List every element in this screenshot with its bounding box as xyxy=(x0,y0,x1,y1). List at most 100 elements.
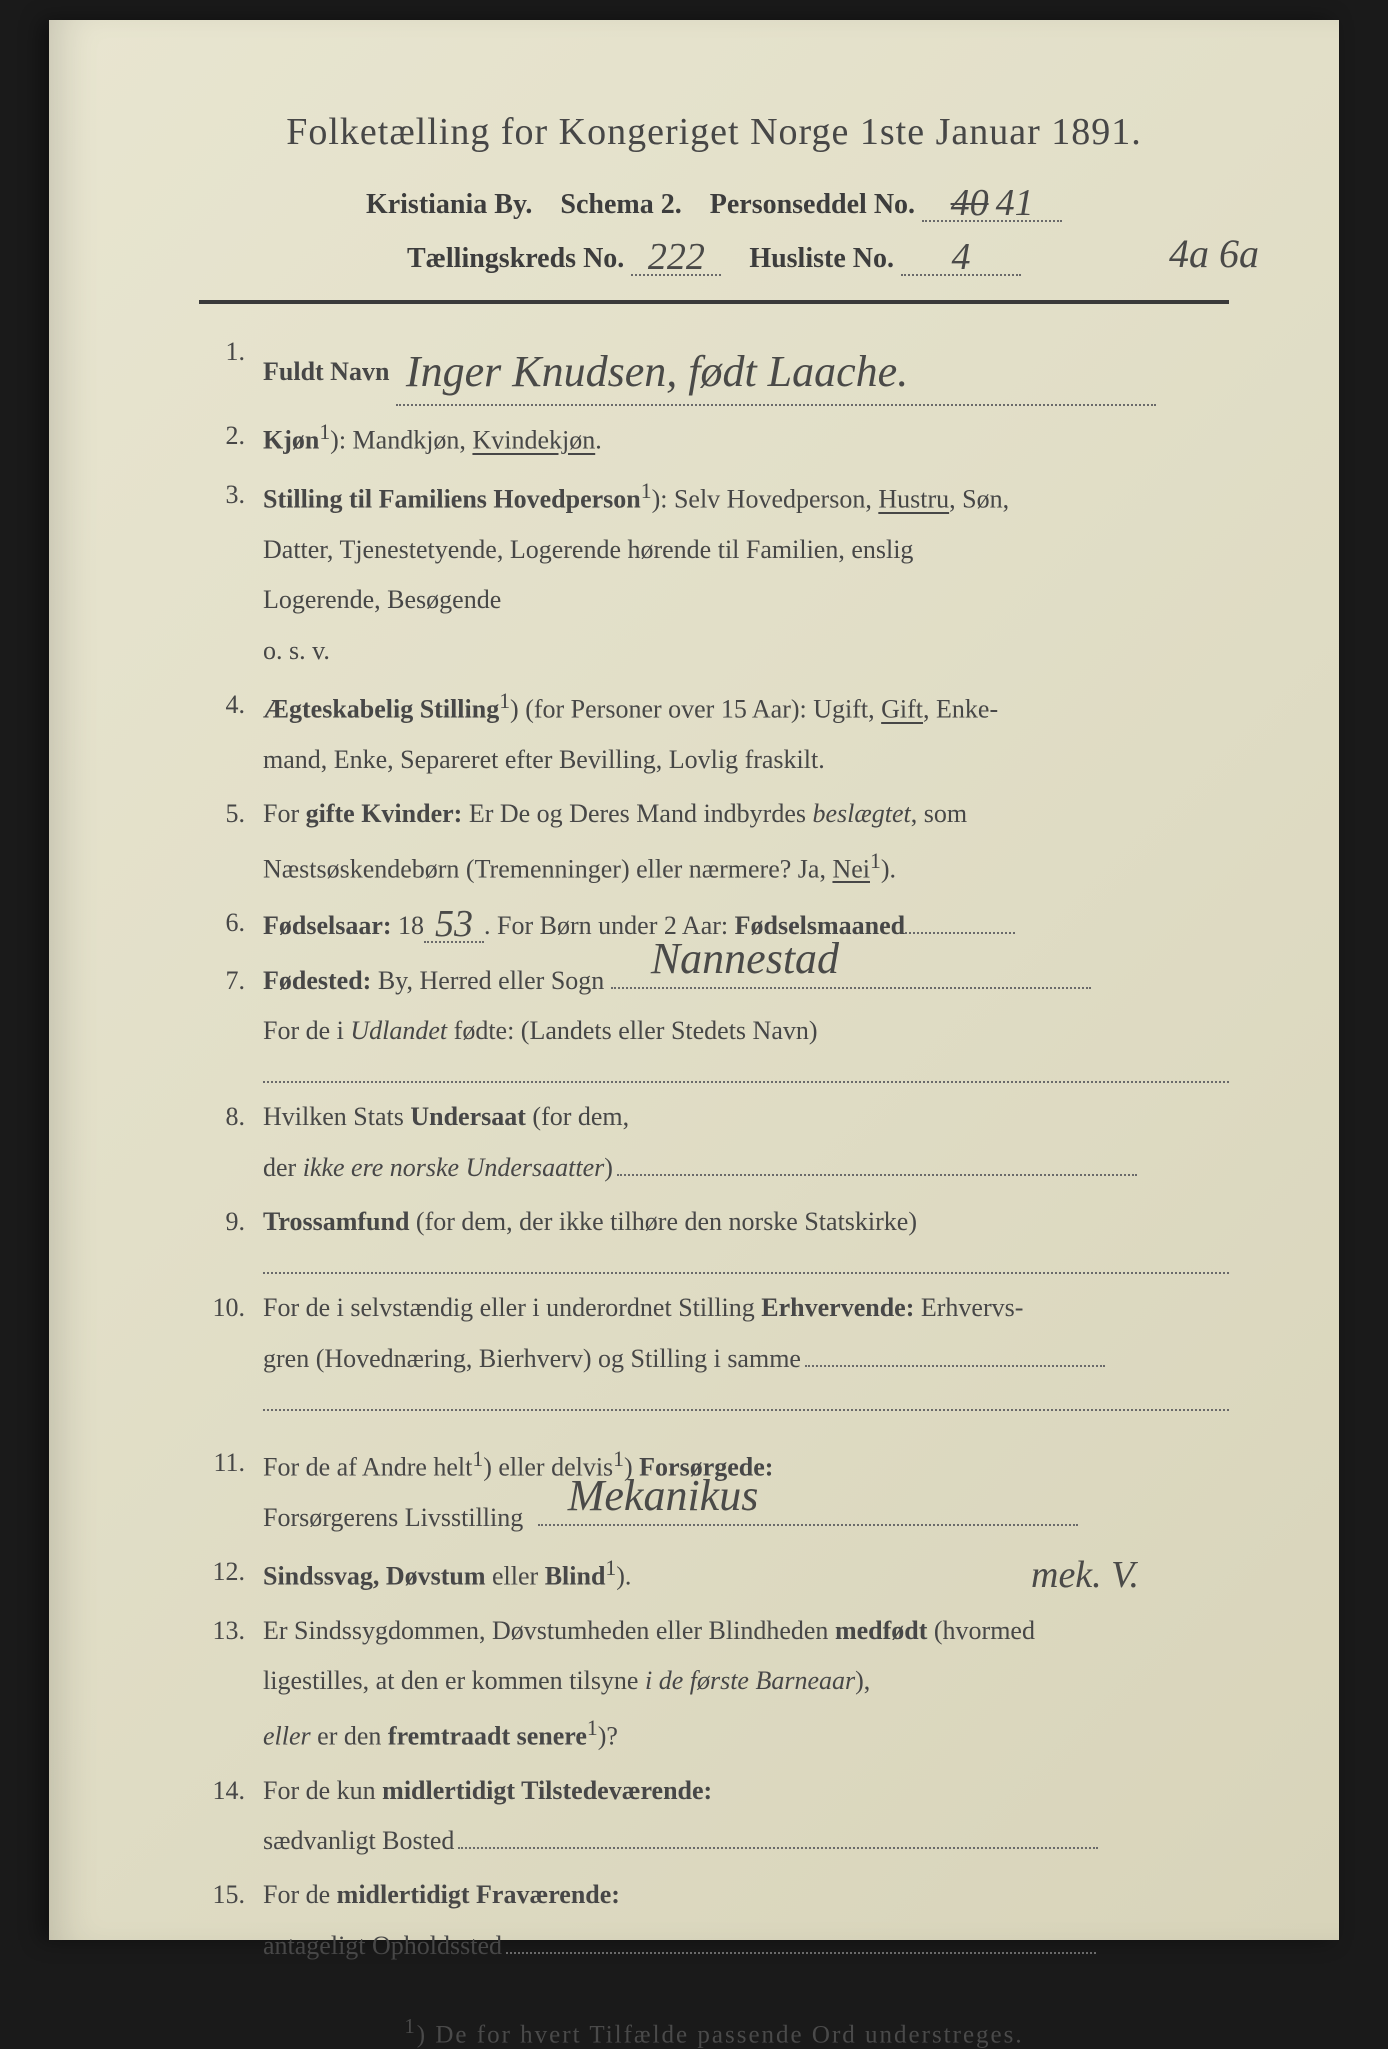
item-3-cont1: Datter, Tjenestetyende, Logerende hørend… xyxy=(199,530,1229,570)
item-8-text-b: (for dem, xyxy=(526,1102,629,1131)
item-10-label: Erhvervende: xyxy=(761,1293,914,1322)
item-15-cont1-text: antageligt Opholdssted xyxy=(263,1931,502,1960)
item-7-cont1-b: fødte: (Landets eller Stedets Navn) xyxy=(447,1016,817,1045)
item-13-cont1-b: ), xyxy=(855,1666,870,1695)
item-12-text-a: eller xyxy=(486,1562,545,1591)
item-6-text-a: 18 xyxy=(392,911,425,940)
item-12-hand: mek. V. xyxy=(1031,1546,1139,1605)
city-label: Kristiania By. xyxy=(366,189,532,220)
item-5: 5. For gifte Kvinder: Er De og Deres Man… xyxy=(199,794,1229,834)
item-8-cont1-a: der xyxy=(263,1153,303,1182)
subtitle-line-3: Tællingskreds No. 222 Husliste No. 4 4a … xyxy=(199,236,1229,276)
item-5-cont1: Næstsøskendebørn (Tremenninger) eller næ… xyxy=(199,845,1229,890)
item-7-label: Fødested: xyxy=(263,966,371,995)
item-14-cont1-text: sædvanligt Bosted xyxy=(263,1826,454,1855)
item-1: 1. Fuldt Navn Inger Knudsen, født Laache… xyxy=(199,332,1229,402)
item-2-kvindekjon: Kvindekjøn xyxy=(472,426,595,455)
item-13-cont1-em: i de første Barneaar xyxy=(645,1666,855,1695)
item-7-em: Udlandet xyxy=(350,1016,447,1045)
item-12-num: 12. xyxy=(199,1552,263,1597)
item-9: 9. Trossamfund (for dem, der ikke tilhør… xyxy=(199,1202,1229,1242)
item-13-cont2-sup: 1 xyxy=(587,1716,598,1740)
husliste-no-value: 4 xyxy=(952,236,971,278)
husliste-no-field: 4 xyxy=(901,236,1021,276)
item-5-cont1-b: ). xyxy=(881,854,896,883)
item-13-cont1: ligestilles, at den er kommen tilsyne i … xyxy=(199,1661,1229,1701)
item-10: 10. For de i selvstændig eller i underor… xyxy=(199,1288,1229,1328)
item-5-text-c: , som xyxy=(911,799,967,828)
item-13-cont2-b: )? xyxy=(598,1721,618,1750)
item-10-text-b: Erhvervs- xyxy=(914,1293,1023,1322)
item-2-text-c: . xyxy=(595,426,602,455)
item-7-cont1: For de i Udlandet fødte: (Landets eller … xyxy=(199,1011,1229,1051)
item-11-sup1: 1 xyxy=(472,1447,483,1471)
item-10-num: 10. xyxy=(199,1288,263,1328)
item-15-text-a: For de xyxy=(263,1880,337,1909)
item-9-label: Trossamfund xyxy=(263,1207,409,1236)
footnote-text: ) De for hvert Tilfælde passende Ord und… xyxy=(417,2021,1024,2048)
item-12-label2: Blind xyxy=(545,1562,606,1591)
item-5-em: beslægtet xyxy=(813,799,911,828)
item-12-label: Sindssvag, Døvstum xyxy=(263,1562,486,1591)
item-3-cont3: o. s. v. xyxy=(199,631,1229,671)
item-5-text-a: For xyxy=(263,799,306,828)
item-4-text-b: , Enke- xyxy=(923,695,998,724)
item-12: 12. Sindssvag, Døvstum eller Blind1). me… xyxy=(199,1552,1229,1597)
item-3-cont2: Logerende, Besøgende xyxy=(199,580,1229,620)
item-13-text-a: Er Sindssygdommen, Døvstumheden eller Bl… xyxy=(263,1616,835,1645)
item-14-num: 14. xyxy=(199,1771,263,1811)
item-2-label: Kjøn xyxy=(263,426,319,455)
item-14-label: midlertidigt Tilstedeværende: xyxy=(382,1776,712,1805)
item-8-num: 8. xyxy=(199,1097,263,1137)
item-4-cont1: mand, Enke, Separeret efter Bevilling, L… xyxy=(199,740,1229,780)
forsorger-value: Mekanikus xyxy=(568,1462,759,1530)
item-11-text-a: For de af Andre helt xyxy=(263,1453,472,1482)
item-13-text-b: (hvormed xyxy=(927,1616,1035,1645)
item-2-num: 2. xyxy=(199,416,263,461)
item-12-sup: 1 xyxy=(605,1556,616,1580)
census-form-page: Folketælling for Kongeriget Norge 1ste J… xyxy=(49,20,1339,1940)
subtitle-line-2: Kristiania By. Schema 2. Personseddel No… xyxy=(199,182,1229,222)
item-13-cont2-em: eller xyxy=(263,1721,311,1750)
personseddel-label: Personseddel No. xyxy=(710,189,915,220)
fodested-value: Nannestad xyxy=(651,925,839,993)
item-1-label: Fuldt Navn xyxy=(263,357,389,386)
husliste-label: Husliste No. xyxy=(749,243,894,274)
personseddel-no-strike: 40 xyxy=(951,182,989,224)
personseddel-no-field: 40 41 xyxy=(922,182,1062,222)
item-7-dotline xyxy=(263,1061,1229,1083)
item-14-text-a: For de kun xyxy=(263,1776,382,1805)
item-7-num: 7. xyxy=(199,961,263,1001)
item-15-num: 15. xyxy=(199,1875,263,1915)
item-10-dotline xyxy=(263,1389,1229,1411)
fuldt-navn-value: Inger Knudsen, født Laache. xyxy=(406,347,908,396)
item-13-label: medfødt xyxy=(835,1616,927,1645)
item-13-cont2: eller er den fremtraadt senere1)? xyxy=(199,1712,1229,1757)
item-15-label: midlertidigt Fraværende: xyxy=(337,1880,620,1909)
fodselsaar-value: 53 xyxy=(435,903,473,945)
item-2: 2. Kjøn1): Mandkjøn, Kvindekjøn. xyxy=(199,416,1229,461)
item-10-cont1: gren (Hovednæring, Bierhverv) og Stillin… xyxy=(199,1339,1229,1379)
item-6-label: Fødselsaar: xyxy=(263,911,392,940)
item-8-em: ikke ere norske Undersaatter xyxy=(303,1153,605,1182)
item-14-cont1: sædvanligt Bosted xyxy=(199,1821,1229,1861)
taellingskreds-label: Tællingskreds No. xyxy=(407,243,624,274)
item-3-hustru: Hustru xyxy=(878,485,949,514)
item-11-num: 11. xyxy=(199,1443,263,1488)
item-1-num: 1. xyxy=(199,332,263,402)
divider-rule xyxy=(199,300,1229,304)
footnote-sup: 1 xyxy=(404,2014,416,2038)
item-4-sup: 1 xyxy=(499,689,510,713)
item-7-text-a: By, Herred eller Sogn xyxy=(371,966,604,995)
item-5-cont1-sup: 1 xyxy=(870,849,881,873)
item-6-num: 6. xyxy=(199,903,263,946)
husliste-extra-value: 4a 6a xyxy=(1169,230,1259,277)
item-8: 8. Hvilken Stats Undersaat (for dem, xyxy=(199,1097,1229,1137)
item-12-text-b: ). xyxy=(616,1562,631,1591)
item-8-label: Undersaat xyxy=(410,1102,526,1131)
item-13-cont2-label: fremtraadt senere xyxy=(388,1721,587,1750)
item-9-dotline xyxy=(263,1252,1229,1274)
item-7: 7. Fødested: By, Herred eller Sogn Nanne… xyxy=(199,961,1229,1001)
item-7-cont1-a: For de i xyxy=(263,1016,350,1045)
personseddel-no-value: 41 xyxy=(996,182,1034,224)
